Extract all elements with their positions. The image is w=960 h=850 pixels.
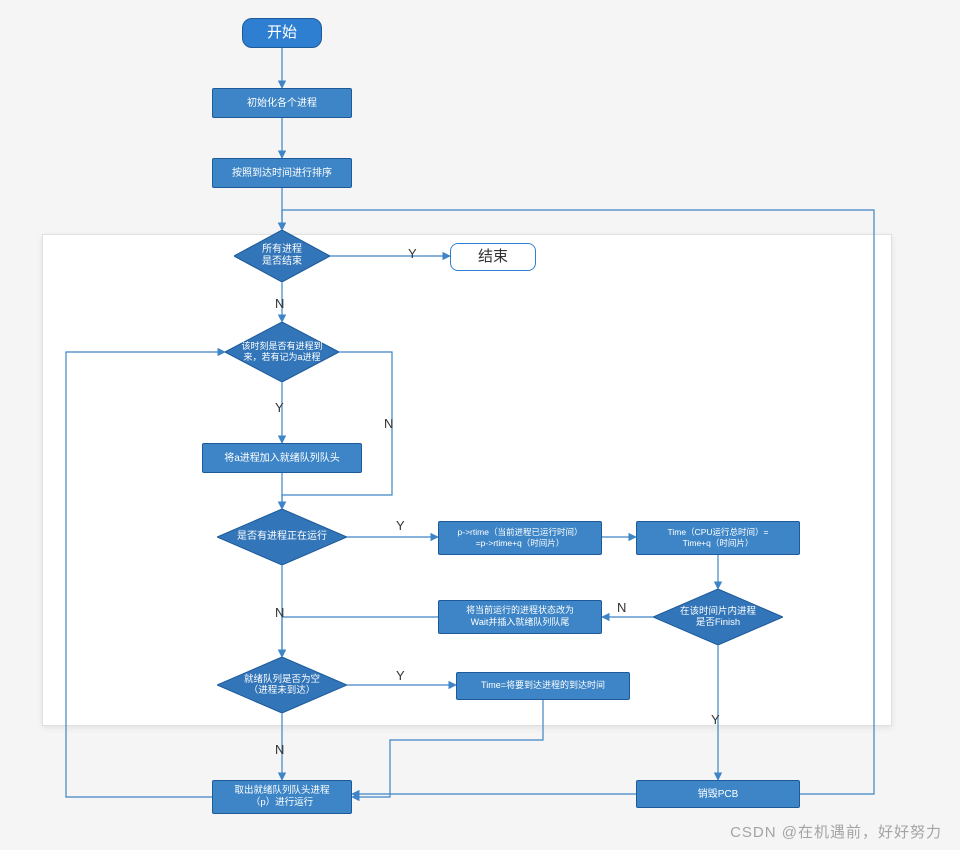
decision-running: 是否有进程正在运行 [217,509,347,565]
edge-label: N [275,605,284,620]
edge-label: N [384,416,393,431]
add-head-label: 将a进程加入就绪队列队头 [224,452,340,465]
decision-all-end: 所有进程 是否结束 [234,230,330,282]
init-process: 初始化各个进程 [212,88,352,118]
decision-running-label: 是否有进程正在运行 [217,509,347,565]
edge-label: N [617,600,626,615]
edge-label: Y [396,518,405,533]
decision-empty: 就绪队列是否为空 （进程未到达） [217,657,347,713]
decision-finish-label: 在该时间片内进程 是否Finish [653,589,783,645]
decision-all-end-label: 所有进程 是否结束 [234,230,330,282]
decision-empty-label: 就绪队列是否为空 （进程未到达） [217,657,347,713]
wait-process: 将当前运行的进程状态改为 Wait并插入就绪队列队尾 [438,600,602,634]
time-label: Time（CPU运行总时间）= Time+q（时间片） [668,527,769,549]
pophead-process: 取出就绪队列队头进程 （p）进行运行 [212,780,352,814]
background-panel [42,234,892,726]
pophead-label: 取出就绪队列队头进程 （p）进行运行 [234,785,329,810]
end-node: 结束 [450,243,536,271]
sort-label: 按照到达时间进行排序 [232,167,332,180]
wait-label: 将当前运行的进程状态改为 Wait并插入就绪队列队尾 [466,605,574,628]
time-process: Time（CPU运行总时间）= Time+q（时间片） [636,521,800,555]
start-label: 开始 [267,23,297,43]
end-label: 结束 [478,247,508,267]
edge-label: N [275,296,284,311]
decision-finish: 在该时间片内进程 是否Finish [653,589,783,645]
start-node: 开始 [242,18,322,48]
rtime-process: p->rtime（当前进程已运行时间） =p->rtime+q（时间片） [438,521,602,555]
rtime-label: p->rtime（当前进程已运行时间） =p->rtime+q（时间片） [458,527,583,549]
edge-label: Y [711,712,720,727]
destroy-process: 销毁PCB [636,780,800,808]
watermark-text: CSDN @在机遇前，好好努力 [730,821,942,842]
decision-arrive: 该时刻是否有进程到 来，若有记为a进程 [225,322,339,382]
edge-label: N [275,742,284,757]
destroy-label: 销毁PCB [698,788,739,801]
add-head-process: 将a进程加入就绪队列队头 [202,443,362,473]
init-label: 初始化各个进程 [247,97,317,110]
sort-process: 按照到达时间进行排序 [212,158,352,188]
edge-label: Y [408,246,417,261]
decision-arrive-label: 该时刻是否有进程到 来，若有记为a进程 [225,322,339,382]
edge-label: Y [275,400,284,415]
settime-label: Time=将要到达进程的到达时间 [481,680,605,692]
edge-label: Y [396,668,405,683]
settime-process: Time=将要到达进程的到达时间 [456,672,630,700]
